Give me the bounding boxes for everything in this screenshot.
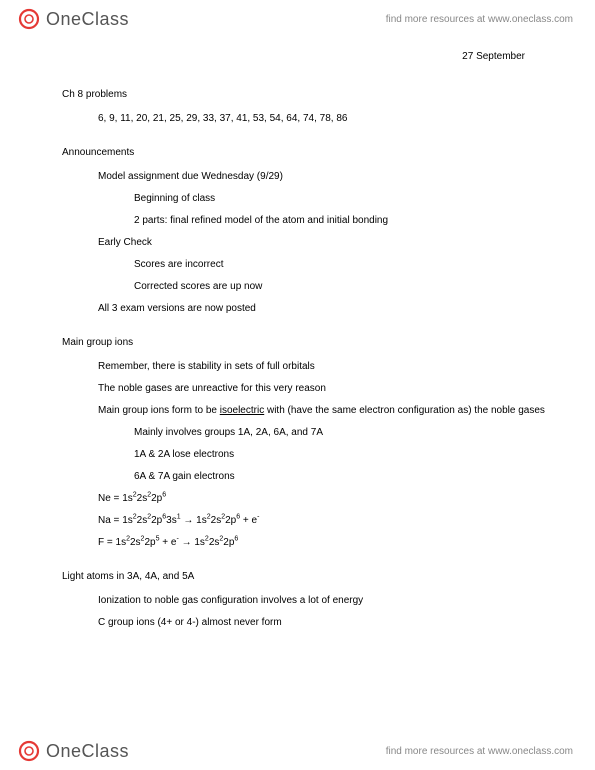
- problems-list: 6, 9, 11, 20, 21, 25, 29, 33, 37, 41, 53…: [98, 112, 545, 126]
- ann-l2b: Corrected scores are up now: [134, 280, 545, 294]
- date-line: 27 September: [62, 50, 525, 64]
- light-l2: C group ions (4+ or 4-) almost never for…: [98, 616, 545, 630]
- ann-l3: All 3 exam versions are now posted: [98, 302, 545, 316]
- footer-brand-class: Class: [82, 741, 130, 761]
- mgi-ne: Ne = 1s22s22p6: [98, 492, 545, 506]
- problems-heading: Ch 8 problems: [62, 88, 545, 102]
- logo-icon: [18, 740, 40, 762]
- brand-one: One: [46, 9, 82, 29]
- mgi-heading: Main group ions: [62, 336, 545, 350]
- mgi-l4: Mainly involves groups 1A, 2A, 6A, and 7…: [134, 426, 545, 440]
- na-label: Na =: [98, 515, 122, 526]
- logo: OneClass: [18, 8, 129, 30]
- announcements-heading: Announcements: [62, 146, 545, 160]
- ann-l1: Model assignment due Wednesday (9/29): [98, 170, 545, 184]
- footer-logo: OneClass: [18, 740, 129, 762]
- mgi-l6: 6A & 7A gain electrons: [134, 470, 545, 484]
- brand-text: OneClass: [46, 9, 129, 30]
- footer-brand-text: OneClass: [46, 741, 129, 762]
- light-heading: Light atoms in 3A, 4A, and 5A: [62, 570, 545, 584]
- ann-l1a: Beginning of class: [134, 192, 545, 206]
- logo-icon: [18, 8, 40, 30]
- light-l1: Ionization to noble gas configuration in…: [98, 594, 545, 608]
- footer-brand-one: One: [46, 741, 82, 761]
- mgi-l5: 1A & 2A lose electrons: [134, 448, 545, 462]
- document-content: 27 September Ch 8 problems 6, 9, 11, 20,…: [62, 50, 545, 638]
- ne-label: Ne =: [98, 493, 122, 504]
- mgi-f: F = 1s22s22p5 + e- → 1s22s22p6: [98, 536, 545, 550]
- ann-l1b: 2 parts: final refined model of the atom…: [134, 214, 545, 228]
- mgi-l2: The noble gases are unreactive for this …: [98, 382, 545, 396]
- ann-l2a: Scores are incorrect: [134, 258, 545, 272]
- mgi-l3: Main group ions form to be isoelectric w…: [98, 404, 545, 418]
- mgi-l1: Remember, there is stability in sets of …: [98, 360, 545, 374]
- footer-tagline: find more resources at www.oneclass.com: [386, 746, 573, 757]
- footer: OneClass find more resources at www.onec…: [0, 732, 595, 770]
- f-label: F =: [98, 537, 116, 548]
- mgi-l3a: Main group ions form to be: [98, 405, 220, 416]
- mgi-na: Na = 1s22s22p63s1 → 1s22s22p6 + e-: [98, 514, 545, 528]
- mgi-l3b: with (have the same electron configurati…: [264, 405, 545, 416]
- header: OneClass find more resources at www.onec…: [0, 0, 595, 38]
- ann-l2: Early Check: [98, 236, 545, 250]
- header-tagline: find more resources at www.oneclass.com: [386, 14, 573, 25]
- mgi-l3u: isoelectric: [220, 405, 264, 416]
- brand-class: Class: [82, 9, 130, 29]
